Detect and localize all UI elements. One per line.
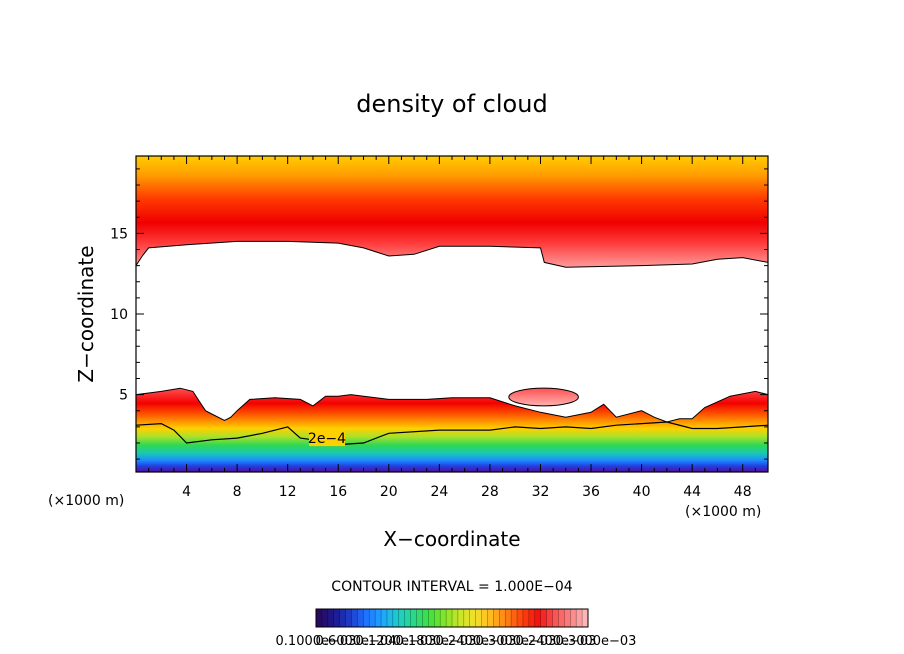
colorbar-cell	[517, 609, 524, 627]
colorbar-cell	[469, 609, 477, 627]
x-tick-label: 16	[329, 484, 347, 500]
x-tick-label: 20	[380, 484, 398, 500]
colorbar-cell	[381, 609, 388, 627]
colorbar-cell	[452, 609, 459, 627]
x-tick-label: 32	[532, 484, 550, 500]
colorbar-cell	[534, 609, 542, 627]
cloud-lens	[508, 387, 579, 407]
colorbar-cell	[434, 609, 441, 627]
colorbar-cell	[582, 609, 589, 627]
colorbar-cell	[416, 609, 423, 627]
colorbar-label: 0.2400e−03	[436, 634, 517, 649]
colorbar-cell	[363, 609, 370, 627]
x-tick-label: 12	[279, 484, 297, 500]
contour-2e-4-line	[136, 421, 768, 446]
colorbar-cell	[446, 609, 453, 627]
x-tick-label: 8	[233, 484, 242, 500]
x-tick-label: 48	[734, 484, 752, 500]
colorbar	[315, 609, 589, 627]
colorbar-label: 0.1200e−03	[356, 634, 437, 649]
y-tick-label: 5	[119, 388, 128, 404]
colorbar-cell	[558, 609, 565, 627]
upper-cloud-base-contour	[136, 240, 768, 268]
colorbar-cell	[440, 609, 447, 627]
colorbar-cell	[576, 609, 583, 627]
x-axis-ticks: 4 8 12 16 20 24 28 32 36 40 44 48	[148, 156, 756, 500]
colorbar-cell	[522, 609, 530, 627]
colorbar-cell	[475, 609, 482, 627]
colorbar-cell	[386, 609, 394, 627]
contour-interval-text: CONTOUR INTERVAL = 1.000E−04	[331, 579, 572, 595]
x-unit-right: (×1000 m)	[685, 504, 761, 520]
colorbar-frame	[315, 608, 589, 628]
colorbar-cell	[487, 609, 494, 627]
colorbar-cell	[321, 609, 329, 627]
x-tick-label: 24	[430, 484, 448, 500]
colorbar-cell	[351, 609, 358, 627]
colorbar-cell	[493, 609, 500, 627]
chart-title: density of cloud	[356, 90, 547, 118]
colorbar-cell	[457, 609, 465, 627]
plot-fill	[136, 156, 768, 472]
x-axis-label: X−coordinate	[383, 527, 520, 551]
y-axis-ticks: 5 10 15	[110, 168, 768, 460]
y-tick-label: 10	[110, 307, 128, 323]
colorbar-cell	[345, 609, 352, 627]
colorbar-cell	[404, 609, 412, 627]
colorbar-cell	[369, 609, 376, 627]
colorbar-cell	[333, 609, 341, 627]
colorbar-label: 0.2400e−03	[516, 634, 597, 649]
colorbar-cell	[410, 609, 417, 627]
colorbar-cell	[505, 609, 512, 627]
x-tick-label: 36	[582, 484, 600, 500]
colorbar-label: 0.1800e−03	[396, 634, 477, 649]
x-tick-label: 4	[182, 484, 191, 500]
colorbar-label: 0.6000e−04	[316, 634, 397, 649]
colorbar-cell	[564, 609, 571, 627]
colorbar-cell	[398, 609, 406, 627]
y-tick-label: 15	[110, 226, 128, 242]
colorbar-cell	[540, 609, 548, 627]
colorbar-cell	[463, 609, 471, 627]
colorbar-cell	[392, 609, 400, 627]
x-unit-left: (×1000 m)	[48, 493, 124, 509]
colorbar-cell	[428, 609, 435, 627]
x-tick-label: 28	[481, 484, 499, 500]
colorbar-cell	[339, 609, 346, 627]
colorbar-cell	[422, 609, 429, 627]
colorbar-labels: 0.1000e−030.6000e−040.1200e−030.1800e−03…	[276, 634, 637, 649]
colorbar-cell	[499, 609, 506, 627]
colorbar-cell	[546, 609, 553, 627]
colorbar-label: 0.3000e−03	[556, 634, 637, 649]
x-tick-label: 40	[633, 484, 651, 500]
colorbar-label: 0.3000e−03	[476, 634, 557, 649]
y-axis-label: Z−coordinate	[74, 245, 98, 382]
x-tick-label: 44	[683, 484, 701, 500]
colorbar-cell	[327, 609, 335, 627]
contour-label-background	[309, 430, 345, 447]
colorbar-cell	[357, 609, 364, 627]
colorbar-cell	[570, 609, 577, 627]
colorbar-cell	[481, 609, 488, 627]
contour-label: 2e−4	[308, 431, 346, 447]
colorbar-cell	[552, 609, 559, 627]
colorbar-cell	[316, 609, 323, 627]
colorbar-label: 0.1000e−03	[276, 634, 357, 649]
colorbar-cell	[528, 609, 536, 627]
upper-cloud-layer	[136, 156, 768, 268]
colorbar-cell	[511, 609, 518, 627]
colorbar-cell	[375, 609, 382, 627]
